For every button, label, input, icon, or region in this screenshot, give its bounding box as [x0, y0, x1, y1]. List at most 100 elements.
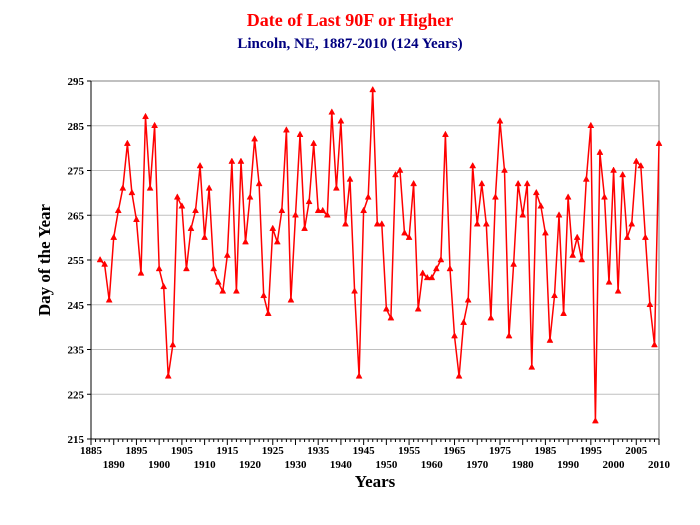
data-point — [601, 193, 608, 200]
data-point — [605, 278, 613, 285]
data-point — [651, 341, 658, 348]
data-point — [301, 224, 308, 231]
data-point — [387, 314, 395, 321]
series-line — [99, 89, 660, 422]
data-point — [282, 126, 290, 133]
data-point — [187, 224, 195, 231]
data-point — [619, 170, 627, 178]
data-point — [96, 255, 104, 263]
data-point — [646, 300, 654, 307]
data-point — [432, 264, 440, 272]
data-point — [537, 202, 545, 209]
data-point — [455, 372, 463, 379]
x-tick-label: 1925 — [262, 445, 285, 457]
data-point — [396, 166, 404, 173]
data-point — [273, 238, 281, 245]
data-point — [364, 193, 372, 200]
data-point — [292, 211, 299, 218]
data-point — [410, 179, 418, 187]
x-tick-label: 2005 — [625, 445, 648, 457]
x-tick-label: 1900 — [148, 459, 171, 471]
data-point — [296, 130, 304, 137]
x-tick-label: 1915 — [216, 445, 239, 457]
x-tick-label: 1940 — [330, 459, 353, 471]
data-point — [237, 157, 245, 164]
data-point — [332, 184, 340, 191]
data-point — [401, 229, 408, 236]
data-point — [151, 121, 159, 128]
data-point — [451, 332, 458, 339]
y-tick-label: 295 — [68, 76, 85, 88]
data-point — [419, 269, 427, 276]
data-point — [423, 273, 431, 281]
data-point — [123, 139, 131, 146]
data-point — [219, 287, 227, 294]
series-markers — [96, 85, 663, 424]
data-point — [192, 206, 199, 214]
series-temp-line — [99, 89, 660, 422]
data-point — [169, 341, 177, 348]
x-tick-label: 1895 — [125, 445, 148, 457]
data-point — [173, 193, 181, 200]
data-point — [110, 233, 118, 240]
data-point — [392, 170, 399, 178]
data-point — [128, 188, 136, 196]
data-point — [546, 336, 554, 343]
data-point — [437, 255, 445, 263]
data-point — [496, 117, 504, 124]
x-axis-title: Years — [355, 472, 396, 491]
x-tick-label: 1905 — [171, 445, 194, 457]
data-point — [228, 157, 236, 164]
x-tick-label: 1930 — [284, 459, 307, 471]
x-tick-label: 1970 — [466, 459, 489, 471]
data-point — [133, 215, 140, 222]
y-tick-label: 225 — [68, 389, 85, 401]
data-point — [469, 162, 477, 169]
data-point — [655, 139, 663, 146]
data-point — [587, 121, 595, 128]
data-point — [514, 179, 522, 187]
chart-subtitle: Lincoln, NE, 1887-2010 (124 Years) — [237, 36, 462, 52]
data-point — [328, 108, 336, 115]
data-point — [369, 85, 377, 93]
data-point — [373, 220, 381, 227]
data-point — [510, 260, 518, 267]
x-tick-label: 1935 — [307, 445, 330, 457]
data-point — [414, 305, 422, 312]
data-point — [573, 233, 581, 240]
data-point — [142, 112, 149, 120]
x-tick-label: 1995 — [580, 445, 603, 457]
data-point — [232, 287, 240, 294]
data-point — [310, 139, 318, 146]
data-point — [251, 135, 259, 142]
x-tick-label: 1980 — [512, 459, 535, 471]
data-point — [360, 206, 368, 214]
y-tick-label: 235 — [68, 345, 85, 357]
data-point — [528, 363, 536, 370]
data-point — [446, 264, 454, 272]
data-point — [314, 206, 322, 214]
x-tick-label: 1990 — [557, 459, 580, 471]
y-tick-label: 265 — [68, 210, 85, 222]
x-tick-label: 1955 — [398, 445, 421, 457]
data-point — [160, 282, 168, 290]
data-point — [632, 157, 640, 164]
y-tick-label: 275 — [68, 166, 85, 178]
data-point — [255, 179, 263, 187]
data-point — [119, 184, 127, 191]
data-point — [178, 202, 186, 209]
data-point — [578, 255, 586, 263]
data-point — [519, 211, 527, 218]
data-point — [473, 220, 481, 227]
data-point — [278, 206, 286, 214]
data-point — [196, 162, 204, 169]
data-point — [491, 193, 499, 200]
data-point — [146, 184, 154, 191]
data-point — [532, 188, 540, 196]
data-point — [210, 264, 218, 272]
x-tick-label: 1950 — [375, 459, 398, 471]
data-point — [487, 314, 495, 321]
data-point — [264, 309, 272, 316]
